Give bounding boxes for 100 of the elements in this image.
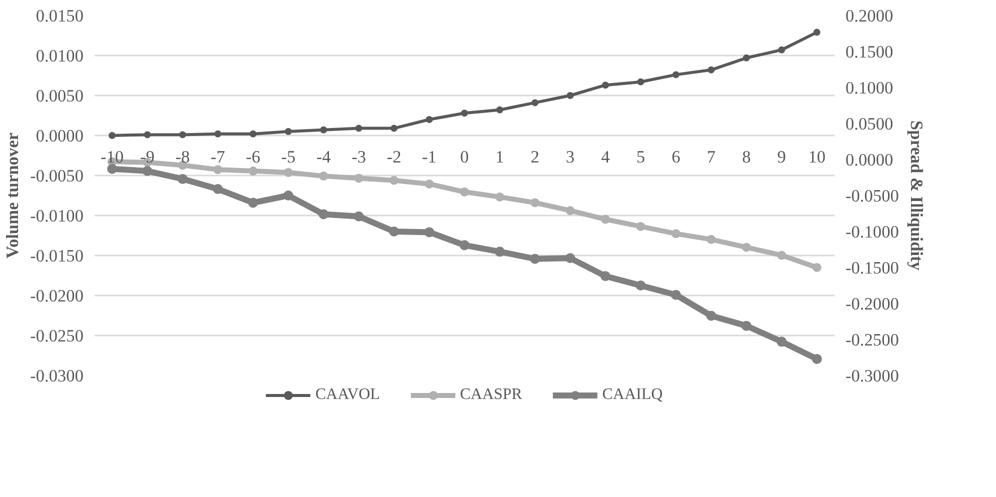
legend-label: CAASPR: [460, 386, 522, 404]
point: [531, 99, 538, 106]
point: [460, 187, 469, 196]
y2-tick-label: -0.2000: [846, 294, 899, 314]
y2-tick-label: 0.2000: [846, 6, 894, 26]
y-tick-label: 0.0100: [36, 46, 84, 66]
point: [495, 192, 504, 202]
x-tick-label: 1: [495, 148, 504, 166]
point: [355, 124, 362, 132]
point: [530, 254, 540, 264]
x-tick-label: 4: [601, 148, 610, 166]
x-tick-label: 5: [636, 148, 646, 166]
point: [318, 209, 329, 220]
point: [566, 206, 575, 216]
y2-tick-label: 0.0000: [846, 150, 894, 170]
y-tick-label: -0.0300: [30, 366, 84, 386]
y-tick-label: 0.0150: [36, 6, 84, 26]
point: [178, 174, 188, 184]
point: [460, 240, 470, 250]
x-tick-label: 3: [566, 148, 575, 166]
point: [602, 82, 609, 89]
point: [742, 242, 751, 252]
point: [708, 66, 715, 74]
point: [813, 28, 820, 36]
point: [248, 198, 258, 208]
point: [354, 174, 364, 183]
y2-tick-label: -0.1000: [846, 222, 899, 242]
point: [214, 130, 222, 138]
point: [565, 253, 576, 264]
x-tick-label: -3: [352, 148, 366, 166]
point: [776, 336, 787, 347]
y2-axis-title: Spread & Illiquidity: [906, 120, 926, 271]
y2-tick-label: 0.1000: [846, 78, 894, 98]
x-tick-label: -8: [175, 148, 190, 166]
y-tick-label: -0.0200: [30, 286, 84, 306]
x-tick-label: -9: [140, 148, 155, 166]
point: [778, 46, 786, 54]
point: [637, 78, 644, 86]
x-tick-label: -6: [246, 148, 261, 166]
y-tick-label: -0.0100: [30, 206, 84, 226]
point: [812, 263, 822, 272]
y-tick-label: 0.0000: [36, 126, 84, 146]
x-tick-label: -10: [100, 148, 124, 166]
point: [636, 280, 646, 290]
point: [494, 246, 505, 257]
point: [496, 106, 504, 114]
point: [706, 310, 716, 321]
point: [390, 124, 398, 132]
point: [600, 214, 610, 224]
point: [461, 110, 468, 117]
point: [283, 190, 294, 200]
legend-label: CAAILQ: [602, 386, 663, 404]
y2-tick-label: -0.1500: [846, 258, 899, 278]
point: [212, 184, 223, 194]
point: [284, 168, 293, 177]
x-tick-label: 0: [460, 148, 469, 166]
x-tick-label: 10: [808, 148, 826, 166]
point: [320, 126, 328, 134]
point: [390, 176, 399, 185]
point: [213, 165, 222, 174]
point: [142, 166, 152, 176]
x-tick-label: -1: [422, 148, 436, 166]
point: [672, 71, 680, 78]
point: [741, 320, 752, 331]
point: [636, 222, 646, 231]
point: [426, 116, 433, 123]
point: [179, 131, 186, 138]
point: [530, 198, 540, 208]
x-tick-label: 8: [742, 148, 751, 166]
point: [319, 172, 328, 181]
y2-tick-label: -0.2500: [846, 330, 899, 350]
point: [424, 179, 434, 188]
x-tick-label: 9: [777, 148, 786, 166]
y2-tick-label: -0.0500: [846, 186, 899, 206]
x-tick-label: -2: [386, 148, 402, 166]
point: [250, 130, 257, 138]
y2-tick-label: 0.0500: [846, 114, 894, 134]
point: [144, 131, 151, 138]
point: [107, 164, 118, 174]
y2-tick-label: -0.3000: [846, 366, 899, 386]
point: [671, 229, 680, 238]
y-tick-label: -0.0250: [30, 326, 84, 346]
point: [354, 211, 364, 222]
point: [777, 250, 786, 260]
legend-label: CAAVOL: [315, 386, 380, 404]
point: [248, 166, 258, 176]
point: [742, 54, 750, 62]
x-tick-label: -5: [281, 148, 296, 166]
x-tick-label: -7: [210, 148, 226, 166]
x-tick-label: 6: [672, 148, 681, 166]
x-tick-label: -4: [316, 148, 332, 166]
y2-tick-label: 0.1500: [846, 42, 894, 62]
x-tick-label: 7: [706, 148, 716, 166]
point: [600, 271, 610, 282]
point: [108, 132, 116, 139]
x-tick-label: 2: [530, 148, 540, 166]
point: [812, 354, 822, 364]
y-axis-title: Volume turnover: [3, 132, 22, 258]
point: [566, 92, 574, 99]
point: [670, 290, 681, 300]
